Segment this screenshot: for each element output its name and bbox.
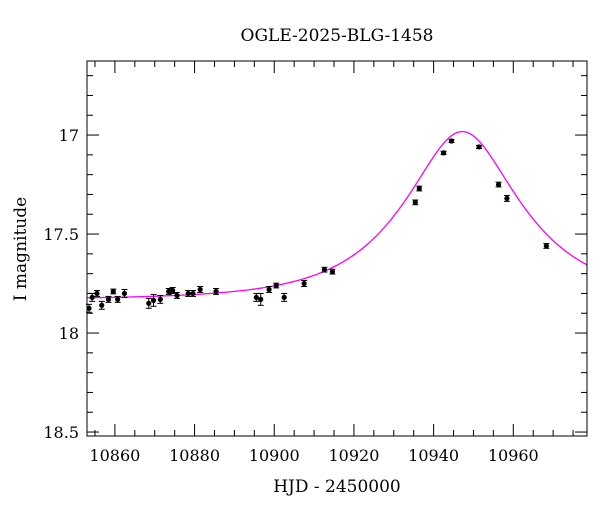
data-point <box>257 292 264 306</box>
data-point <box>121 288 128 298</box>
x-axis-label: HJD - 2450000 <box>273 477 401 497</box>
data-point <box>412 199 419 206</box>
point-marker <box>416 185 422 192</box>
data-point <box>98 300 105 310</box>
point-marker <box>110 288 116 295</box>
y-tick-label: 18 <box>59 324 79 343</box>
y-axis-label: I magnitude <box>11 197 31 301</box>
chart-title: OGLE-2025-BLG-1458 <box>241 26 434 46</box>
point-marker <box>543 243 549 249</box>
plot-frame <box>86 60 588 437</box>
model-curve-group <box>86 130 588 299</box>
data-point <box>197 286 204 293</box>
point-marker <box>412 199 418 205</box>
model-curve <box>86 130 588 299</box>
point-marker <box>190 290 196 297</box>
data-point <box>503 194 510 202</box>
data-point <box>114 295 121 303</box>
data-point <box>495 181 502 188</box>
point-marker <box>150 297 157 303</box>
point-marker <box>440 150 447 156</box>
data-point <box>416 185 423 192</box>
point-marker <box>170 287 176 294</box>
point-marker <box>94 290 100 297</box>
point-marker <box>89 294 95 301</box>
point-marker <box>301 280 307 287</box>
point-marker <box>495 181 502 188</box>
data-point <box>85 303 92 313</box>
point-marker <box>258 296 264 302</box>
point-marker <box>504 195 510 202</box>
point-marker <box>121 290 128 297</box>
data-point <box>189 289 196 297</box>
data-point <box>157 294 164 304</box>
data-point <box>105 295 112 303</box>
data-point <box>89 292 96 302</box>
point-marker <box>146 300 152 306</box>
data-point <box>165 287 172 295</box>
data-point <box>150 293 157 307</box>
data-point <box>321 266 328 273</box>
data-point <box>273 282 280 289</box>
x-tick-label: 10960 <box>488 446 539 465</box>
x-tick-label: 10860 <box>89 446 140 465</box>
point-marker <box>197 286 203 293</box>
axis-ticks <box>87 61 587 436</box>
point-marker <box>99 302 105 308</box>
point-marker <box>166 288 172 295</box>
data-points <box>85 138 550 313</box>
data-point <box>213 287 220 295</box>
point-marker <box>174 292 180 299</box>
point-marker <box>448 138 455 144</box>
point-marker <box>281 294 287 301</box>
point-marker <box>115 296 121 302</box>
point-marker <box>266 286 272 293</box>
data-point <box>93 289 100 297</box>
y-tick-label: 17 <box>59 126 79 145</box>
tick-labels: 10860 10880 10900 10920 10940 10960 17 17.5 18 18… <box>43 126 538 465</box>
data-point <box>169 287 176 294</box>
point-marker <box>86 305 92 311</box>
point-marker <box>476 144 482 150</box>
point-marker <box>253 294 259 301</box>
data-point <box>440 150 447 156</box>
data-point <box>329 268 336 275</box>
data-point <box>110 288 117 295</box>
point-marker <box>185 290 191 297</box>
point-marker <box>105 296 112 302</box>
data-point <box>543 243 550 249</box>
point-marker <box>273 282 279 289</box>
data-point <box>448 138 455 144</box>
x-tick-label: 10900 <box>249 446 300 465</box>
y-tick-label: 17.5 <box>43 225 79 244</box>
x-tick-label: 10920 <box>328 446 379 465</box>
data-point <box>174 291 181 299</box>
data-point <box>301 280 308 288</box>
point-marker <box>157 296 163 302</box>
data-point <box>266 286 273 293</box>
x-tick-label: 10880 <box>169 446 220 465</box>
data-point <box>281 292 288 302</box>
point-marker <box>213 288 219 295</box>
data-point <box>476 144 483 150</box>
point-marker <box>321 267 328 273</box>
y-tick-label: 18.5 <box>43 423 79 442</box>
data-point <box>145 297 152 309</box>
x-tick-label: 10940 <box>408 446 459 465</box>
point-marker <box>329 269 336 275</box>
